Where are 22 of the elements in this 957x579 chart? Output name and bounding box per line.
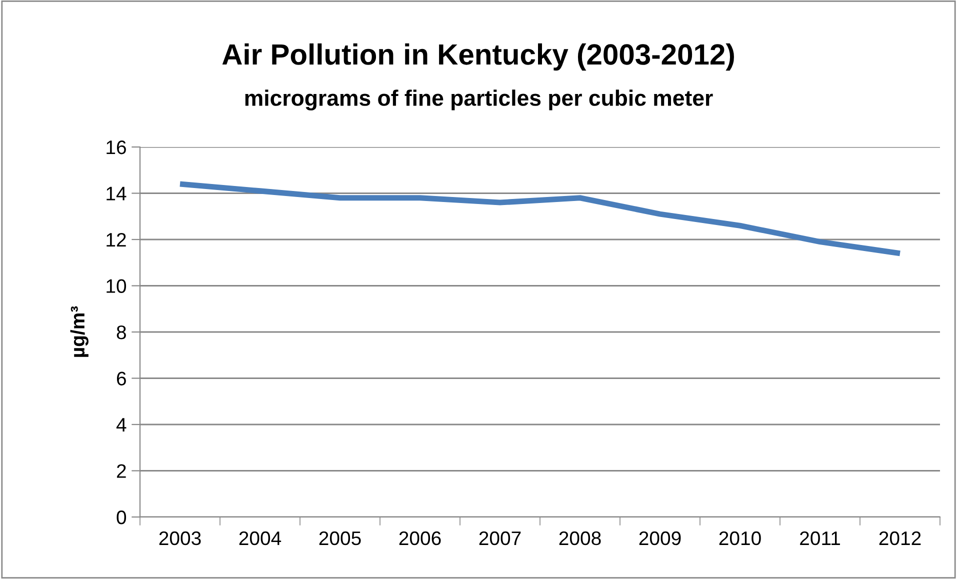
y-tick-label: 10 xyxy=(106,279,126,293)
y-axis-title: µg/m³ xyxy=(70,306,89,357)
y-tick-label: 4 xyxy=(116,418,126,432)
x-tick-label: 2010 xyxy=(719,531,761,546)
y-tick-label: 14 xyxy=(106,186,126,200)
y-tick-label: 16 xyxy=(106,140,126,154)
x-tick-label: 2009 xyxy=(639,531,681,546)
x-tick-label: 2007 xyxy=(479,531,521,546)
x-tick-label: 2008 xyxy=(559,531,601,546)
y-tick-label: 6 xyxy=(116,372,126,386)
x-tick-label: 2011 xyxy=(800,531,840,546)
x-tick-label: 2012 xyxy=(879,531,921,546)
x-tick-label: 2005 xyxy=(319,531,361,546)
chart-title: Air Pollution in Kentucky (2003-2012) xyxy=(222,43,734,71)
y-tick-label: 0 xyxy=(116,510,126,524)
y-tick-label: 8 xyxy=(116,325,126,340)
y-tick-label: 2 xyxy=(116,464,126,478)
x-tick-label: 2006 xyxy=(399,531,441,546)
chart-subtitle: micrograms of fine particles per cubic meter xyxy=(245,90,713,110)
y-tick-label: 12 xyxy=(106,232,126,247)
x-tick-label: 2004 xyxy=(239,531,282,546)
x-tick-label: 2003 xyxy=(159,531,201,546)
